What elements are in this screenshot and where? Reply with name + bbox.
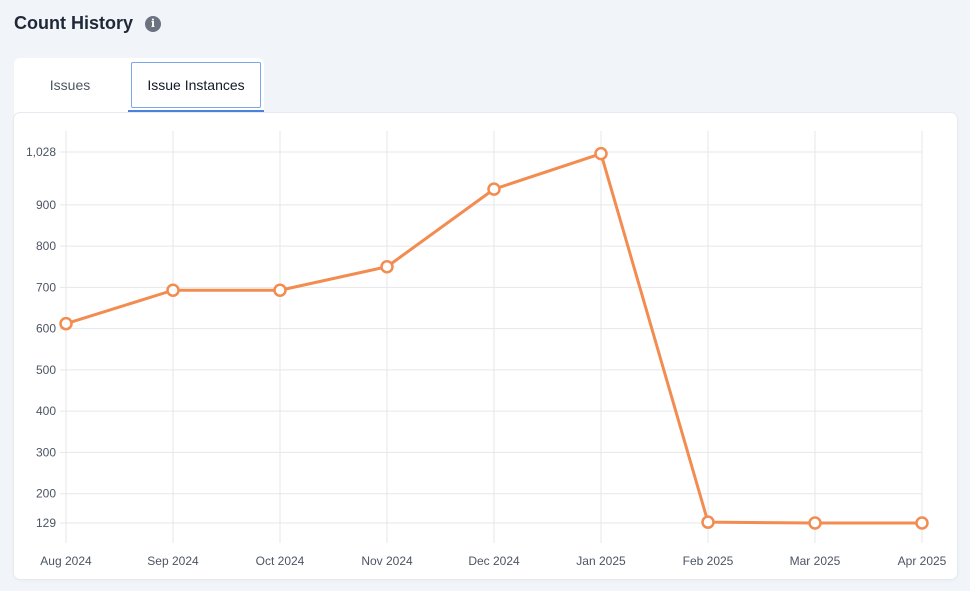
x-tick-label: Dec 2024: [468, 554, 520, 568]
info-icon[interactable]: i: [145, 15, 161, 32]
y-tick-label: 800: [36, 239, 56, 253]
data-point[interactable]: [487, 182, 501, 196]
data-points: [59, 146, 929, 530]
x-tick-label: Apr 2025: [898, 554, 947, 568]
tab-issue-instances[interactable]: Issue Instances: [131, 62, 261, 108]
data-point[interactable]: [701, 515, 715, 529]
y-tick-label: 400: [36, 404, 56, 418]
y-tick-label: 300: [36, 445, 56, 459]
x-tick-label: Mar 2025: [790, 554, 841, 568]
tab-bar: Issues Issue Instances: [14, 58, 956, 114]
y-tick-label: 200: [36, 487, 56, 501]
x-tick-label: Aug 2024: [40, 554, 92, 568]
x-tick-label: Jan 2025: [576, 554, 626, 568]
y-tick-label: 600: [36, 322, 56, 336]
grid: [60, 131, 923, 543]
y-tick-label: 1,028: [26, 145, 56, 159]
y-axis-labels: 129 200 300 400 500 600 700 800 900 1,028: [26, 145, 56, 530]
data-point[interactable]: [59, 316, 73, 331]
y-tick-label: 700: [36, 280, 56, 294]
x-tick-label: Nov 2024: [361, 554, 413, 568]
x-tick-label: Feb 2025: [683, 554, 734, 568]
active-tab-indicator: [128, 110, 264, 112]
y-tick-label: 500: [36, 363, 56, 377]
section-header: Count History i: [14, 13, 161, 34]
count-history-chart: 129 200 300 400 500 600 700 800 900 1,028 Aug 202…: [26, 131, 947, 568]
x-tick-label: Sep 2024: [147, 554, 199, 568]
data-point[interactable]: [915, 516, 929, 530]
y-tick-label: 900: [36, 198, 56, 212]
x-tick-label: Oct 2024: [256, 554, 305, 568]
tab-issues[interactable]: Issues: [49, 77, 91, 93]
data-point[interactable]: [808, 516, 822, 530]
x-axis-labels: Aug 2024 Sep 2024 Oct 2024 Nov 2024 Dec 2024…: [40, 554, 946, 568]
data-point[interactable]: [273, 283, 287, 297]
data-point[interactable]: [380, 259, 394, 274]
y-tick-label: 129: [36, 516, 56, 530]
chart-card: 129 200 300 400 500 600 700 800 900 1,028 Aug 202…: [14, 113, 957, 579]
page-title: Count History: [14, 13, 133, 33]
data-point[interactable]: [594, 146, 608, 161]
data-point[interactable]: [166, 283, 180, 297]
